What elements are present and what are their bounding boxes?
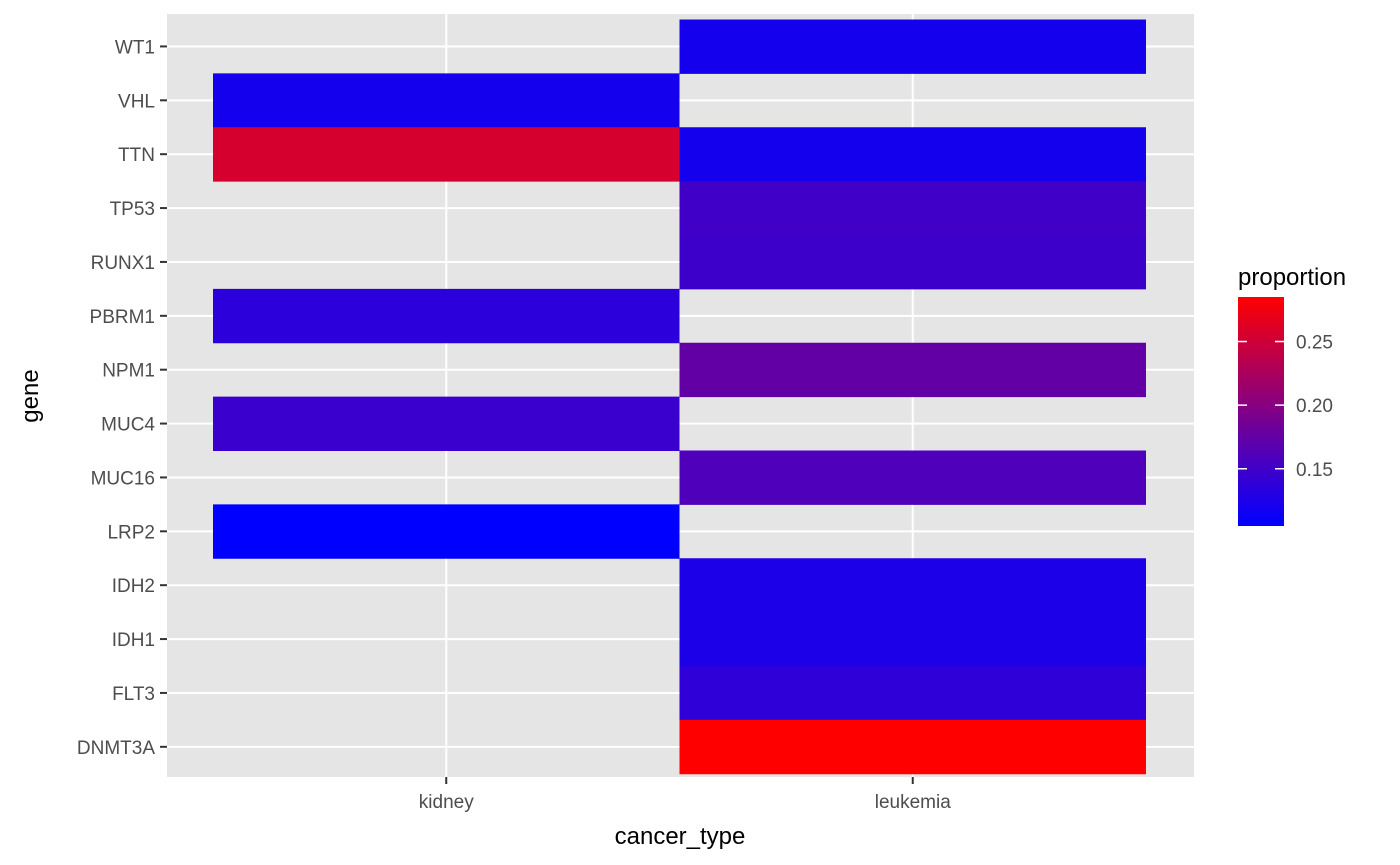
y-tick-label: TP53	[110, 199, 155, 220]
x-tick-label: leukemia	[875, 792, 951, 813]
y-tick-label: VHL	[118, 91, 155, 112]
y-tick-label: RUNX1	[91, 253, 155, 274]
heatmap-cell-leukemia-FLT3	[679, 666, 1146, 721]
heatmap-cell-leukemia-NPM1	[679, 342, 1146, 398]
heatmap-cell-leukemia-MUC16	[679, 450, 1146, 505]
heatmap-cell-kidney-LRP2	[213, 504, 680, 559]
heatmap-cell-leukemia-IDH2	[679, 558, 1146, 613]
heatmap-cell-leukemia-TTN	[679, 127, 1146, 182]
heatmap-cell-leukemia-DNMT3A	[679, 719, 1146, 775]
legend-tick-label: 0.15	[1296, 460, 1333, 481]
color-legend: proportion 0.15 0.20 0.25	[1238, 264, 1346, 526]
heatmap-cell-kidney-PBRM1	[213, 288, 680, 344]
legend-tick-label: 0.25	[1296, 333, 1333, 354]
heatmap-cell-kidney-TTN	[213, 127, 680, 182]
heatmap-cell-kidney-VHL	[213, 73, 680, 128]
y-tick-label: WT1	[115, 37, 155, 58]
x-tick-label: kidney	[419, 792, 474, 813]
heatmap-cell-leukemia-WT1	[679, 19, 1146, 74]
legend-title: proportion	[1238, 264, 1346, 291]
heatmap-cell-kidney-MUC4	[213, 396, 680, 451]
y-tick-label: DNMT3A	[77, 738, 155, 759]
heatmap-cells	[213, 19, 1146, 775]
heatmap-cell-leukemia-IDH1	[679, 612, 1146, 667]
heatmap-cell-leukemia-TP53	[679, 181, 1146, 236]
y-tick-label: FLT3	[112, 684, 155, 705]
x-axis-title: cancer_type	[615, 823, 746, 850]
y-tick-label: TTN	[118, 145, 155, 166]
y-tick-label: MUC4	[101, 415, 155, 436]
y-axis: DNMT3A FLT3 IDH1 IDH2 LRP2 MUC16 MUC4 NPM1 PBRM1…	[77, 37, 167, 759]
y-axis-title: gene	[17, 369, 44, 422]
y-tick-label: PBRM1	[90, 307, 155, 328]
legend-tick-label: 0.20	[1296, 396, 1333, 417]
legend-colorbar	[1238, 297, 1284, 526]
y-tick-label: IDH1	[112, 630, 155, 651]
heatmap-cell-leukemia-RUNX1	[679, 235, 1146, 290]
y-tick-label: NPM1	[102, 361, 155, 382]
y-tick-label: LRP2	[107, 522, 155, 543]
y-tick-label: IDH2	[112, 576, 155, 597]
y-tick-label: MUC16	[91, 468, 155, 489]
x-axis: kidney leukemia	[419, 777, 951, 813]
